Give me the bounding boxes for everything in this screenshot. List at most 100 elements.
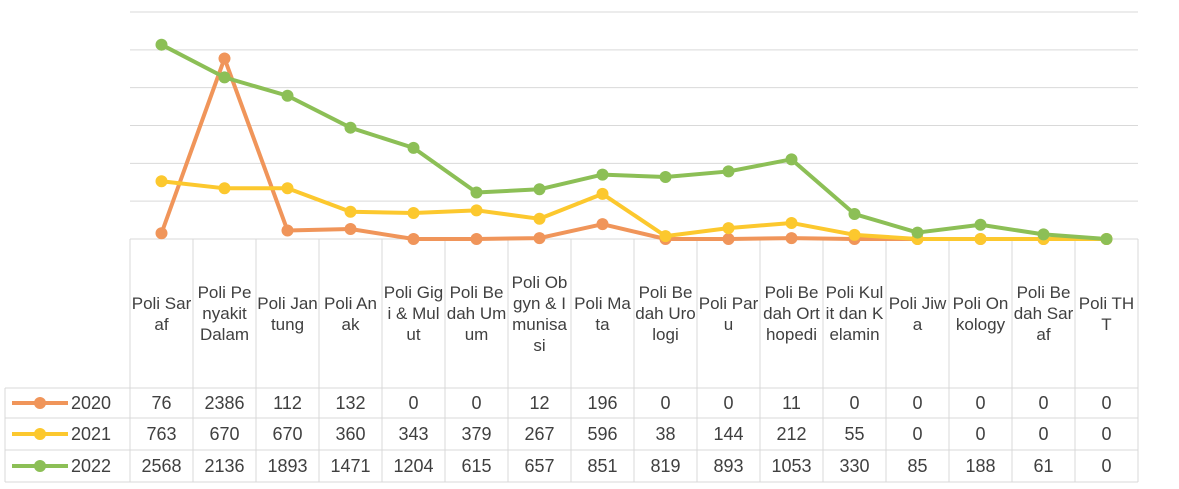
- table-value: 2136: [204, 456, 244, 476]
- category-cell: Poli Bedah Urologi: [635, 283, 696, 344]
- table-value: 0: [723, 393, 733, 413]
- table-value: 188: [965, 456, 995, 476]
- table-value: 343: [398, 424, 428, 444]
- marker: [911, 226, 924, 239]
- legend-marker: [34, 428, 46, 440]
- table-value: 0: [471, 393, 481, 413]
- category-cell: Poli Bedah Saraf: [1013, 283, 1074, 344]
- marker: [974, 218, 987, 231]
- table-value: 0: [1038, 393, 1048, 413]
- category-cell: Poli THT: [1079, 294, 1134, 334]
- category-cell: Poli Penyakit Dalam: [197, 283, 252, 344]
- table-value: 0: [912, 424, 922, 444]
- marker: [722, 222, 735, 235]
- marker: [155, 175, 168, 188]
- table-value: 596: [587, 424, 617, 444]
- table-value: 0: [849, 393, 859, 413]
- marker: [596, 218, 609, 231]
- table-value: 0: [975, 393, 985, 413]
- marker: [785, 232, 798, 245]
- table-value: 0: [975, 424, 985, 444]
- marker: [218, 71, 231, 84]
- table-value: 0: [1101, 393, 1111, 413]
- marker: [407, 233, 420, 245]
- series-line: [159, 56, 1107, 241]
- table-value: 615: [461, 456, 491, 476]
- marker: [281, 224, 294, 237]
- category-cell: Poli Bedah Orthopedi: [763, 283, 820, 344]
- series-line: [161, 179, 1107, 241]
- x-tick-label: Poli Bedah Saraf: [1013, 283, 1074, 344]
- marker: [785, 216, 798, 229]
- marker: [407, 207, 420, 220]
- marker: [281, 89, 294, 102]
- category-cell: Poli Kulit dan Kelamin: [825, 283, 884, 344]
- table-value: 144: [713, 424, 743, 444]
- marker: [848, 228, 861, 241]
- table-value: 330: [839, 456, 869, 476]
- table-value: 12: [529, 393, 549, 413]
- category-cell: Poli Bedah Umum: [446, 283, 507, 344]
- x-tick-label: Poli Bedah Umum: [446, 283, 507, 344]
- table-value: 76: [151, 393, 171, 413]
- category-cell: Poli Saraf: [132, 294, 192, 334]
- marker: [533, 212, 546, 225]
- x-tick-label: Poli Bedah Orthopedi: [763, 283, 820, 344]
- x-tick-label: Poli Mata: [574, 293, 631, 334]
- x-tick-label: Poli Kulit dan Kelamin: [825, 283, 884, 344]
- x-tick-label: Poli Anak: [324, 293, 377, 334]
- table-value: 1471: [330, 456, 370, 476]
- marker: [344, 223, 357, 236]
- category-cell: Poli Gigi & Mulut: [384, 283, 444, 344]
- marker: [848, 208, 861, 221]
- category-cell: Poli Jiwa: [888, 293, 947, 334]
- table-value: 132: [335, 393, 365, 413]
- table-value: 267: [524, 424, 554, 444]
- table-value: 379: [461, 424, 491, 444]
- table-value: 2568: [141, 456, 181, 476]
- legend-label: 2022: [71, 456, 111, 476]
- marker: [1037, 228, 1050, 241]
- table-value: 0: [1038, 424, 1048, 444]
- x-tick-label: Poli Jantung: [257, 293, 318, 334]
- table-value: 2386: [204, 393, 244, 413]
- table-value: 851: [587, 456, 617, 476]
- x-tick-label: Poli Penyakit Dalam: [197, 283, 252, 344]
- table-value: 893: [713, 456, 743, 476]
- category-cell: Poli Jantung: [257, 293, 318, 334]
- table-value: 670: [209, 424, 239, 444]
- marker: [218, 182, 231, 195]
- table-value: 670: [272, 424, 302, 444]
- marker: [596, 168, 609, 181]
- marker: [722, 233, 735, 245]
- series-line: [160, 42, 1107, 241]
- category-cell: Poli Paru: [698, 293, 759, 334]
- table-value: 112: [273, 393, 302, 413]
- x-tick-label: Poli Jiwa: [888, 293, 947, 334]
- table-value: 85: [907, 456, 927, 476]
- table-value: 360: [335, 424, 365, 444]
- x-tick-label: Poli Paru: [698, 293, 759, 334]
- table-value: 0: [660, 393, 670, 413]
- marker: [218, 52, 231, 65]
- legend-marker: [34, 460, 46, 472]
- table-value: 38: [655, 424, 675, 444]
- marker: [1100, 233, 1113, 245]
- table-value: 61: [1033, 456, 1053, 476]
- marker: [344, 121, 357, 134]
- marker: [155, 38, 168, 51]
- category-cell: Poli Obgyn & Imunisasi: [512, 273, 568, 355]
- x-tick-label: Poli Onkology: [952, 293, 1009, 334]
- x-tick-label: Poli Bedah Urologi: [635, 283, 696, 344]
- category-cell: Poli Onkology: [952, 293, 1009, 334]
- table-value: 196: [587, 393, 617, 413]
- marker: [281, 182, 294, 195]
- table-value: 0: [1101, 456, 1111, 476]
- category-cell: Poli Anak: [324, 293, 377, 334]
- table-value: 819: [650, 456, 680, 476]
- marker: [659, 171, 672, 184]
- marker: [470, 204, 483, 217]
- marker: [659, 230, 672, 243]
- marker: [155, 227, 168, 240]
